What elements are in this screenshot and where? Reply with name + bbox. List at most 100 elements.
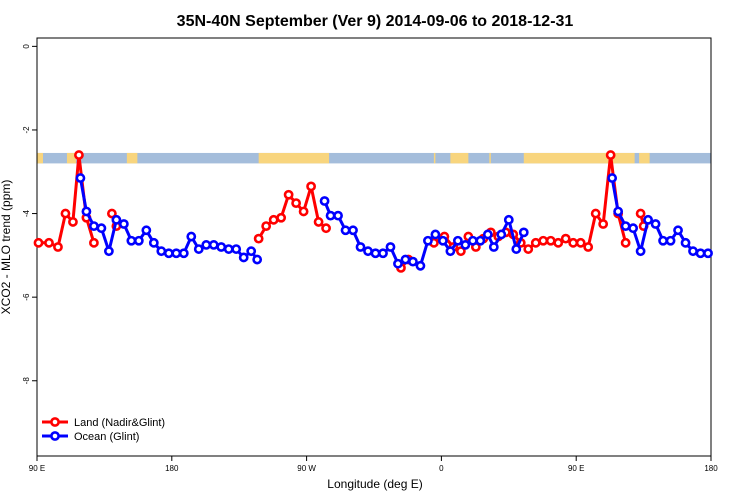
land-strip-segment	[66, 152, 76, 164]
data-point	[178, 248, 189, 259]
data-point	[503, 214, 514, 225]
data-point	[252, 254, 263, 265]
data-point	[298, 206, 309, 217]
data-point	[370, 248, 381, 259]
data-point	[695, 248, 706, 259]
data-point	[393, 258, 403, 269]
data-point	[423, 235, 433, 246]
ocean-strip	[37, 152, 711, 164]
series-ocean	[75, 173, 713, 271]
data-point	[613, 206, 624, 217]
data-point	[628, 223, 639, 234]
data-point	[348, 225, 358, 236]
data-point	[60, 208, 71, 219]
data-point	[216, 242, 227, 252]
data-point	[598, 219, 609, 229]
data-point	[81, 206, 92, 217]
data-point	[575, 237, 586, 248]
data-point	[103, 246, 114, 257]
y-axis-label: XCO2 - MLO trend (ppm)	[0, 180, 13, 315]
legend-marker	[50, 417, 60, 427]
data-point	[408, 256, 418, 267]
legend: Land (Nadir&Glint) Ocean (Glint)	[42, 417, 165, 443]
land-strip-segment	[489, 152, 491, 164]
data-point	[321, 223, 331, 234]
data-point	[193, 244, 204, 254]
data-point	[208, 240, 219, 250]
data-point	[475, 235, 486, 246]
data-point	[560, 233, 571, 244]
y-tick-label: -4	[22, 209, 31, 217]
x-tick-label: 90 W	[297, 464, 316, 473]
data-point	[452, 235, 463, 246]
x-tick-label: 90 E	[568, 464, 584, 473]
data-point	[325, 210, 336, 221]
data-point	[511, 244, 522, 254]
data-point	[283, 189, 294, 200]
series-line	[433, 153, 628, 253]
data-point	[400, 254, 411, 265]
data-point	[186, 231, 197, 242]
land-strip-segment	[639, 152, 650, 164]
series-layer	[33, 150, 713, 273]
data-point	[688, 246, 698, 257]
data-point	[33, 237, 44, 248]
data-point	[385, 242, 396, 252]
land-strip-segment	[523, 152, 635, 164]
data-point	[313, 217, 324, 227]
data-point	[460, 240, 471, 250]
y-tick-label: -6	[22, 293, 31, 301]
data-point	[111, 214, 122, 225]
data-point	[238, 252, 249, 263]
land-strip-segment	[37, 152, 43, 164]
series-line	[323, 200, 526, 268]
x-axis: 90 E 180 90 W 0 90 E 180	[29, 456, 718, 473]
plot-frame	[36, 37, 712, 457]
data-point	[363, 246, 373, 257]
data-point	[415, 260, 426, 271]
data-point	[75, 173, 86, 183]
data-point	[378, 248, 388, 259]
data-point	[106, 208, 117, 219]
data-point	[658, 235, 668, 246]
data-point	[156, 246, 167, 257]
data-point	[605, 150, 616, 160]
data-point	[96, 223, 107, 234]
land-strip-segment	[433, 152, 436, 164]
land-strip-segment	[450, 152, 469, 164]
data-point	[253, 233, 264, 244]
data-point	[467, 235, 478, 246]
data-point	[437, 235, 448, 246]
land-strip-segment	[126, 152, 138, 164]
data-point	[665, 235, 676, 246]
data-point	[171, 248, 182, 259]
data-point	[583, 242, 594, 252]
data-point	[568, 237, 579, 248]
data-point	[553, 237, 564, 248]
data-point	[482, 229, 493, 240]
data-point	[89, 221, 99, 231]
y-tick-label: -2	[22, 126, 31, 134]
y-tick-label: -8	[22, 377, 31, 385]
data-point	[141, 225, 152, 236]
data-point	[291, 198, 302, 209]
data-point	[590, 208, 601, 219]
data-point	[68, 217, 78, 227]
data-point	[496, 229, 507, 240]
data-point	[635, 208, 646, 219]
data-point	[201, 240, 212, 250]
x-tick-label: 180	[704, 464, 718, 473]
data-point	[231, 244, 242, 254]
data-point	[133, 235, 144, 246]
data-point	[607, 173, 618, 183]
data-point	[355, 242, 366, 252]
data-point	[703, 248, 713, 259]
x-tick-label: 0	[439, 464, 444, 473]
data-point	[488, 242, 499, 252]
data-point	[523, 244, 534, 254]
x-tick-label: 180	[165, 464, 179, 473]
legend-label: Ocean (Glint)	[74, 431, 139, 443]
data-point	[333, 210, 343, 221]
data-point	[620, 221, 631, 231]
data-point	[530, 237, 541, 248]
